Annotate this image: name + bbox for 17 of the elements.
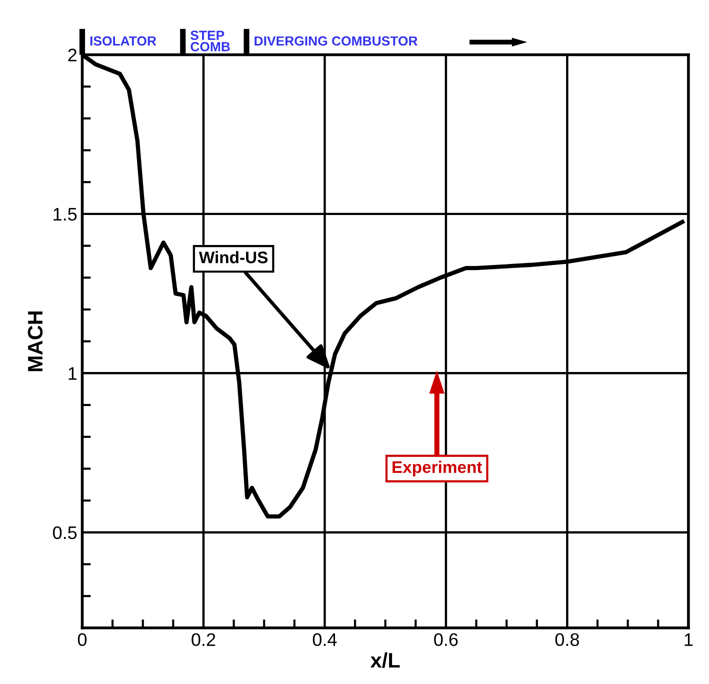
x-tick-label: 0.4	[312, 633, 337, 646]
y-tick-label: 1.5	[54, 208, 77, 221]
x-tick-label: 1	[684, 633, 693, 646]
x-tick-label: 0	[78, 633, 87, 646]
text: DIVERGING COMBUSTOR	[254, 36, 418, 46]
x-axis-title: x/L	[370, 652, 400, 668]
y-axis-title: MACH	[28, 311, 43, 372]
y-tick-label: 1	[68, 367, 77, 380]
text: ISOLATOR	[90, 36, 156, 46]
x-tick-label: 0.2	[192, 633, 216, 646]
y-tick-label: 2	[68, 48, 76, 62]
text: STEP COMB	[190, 30, 230, 52]
annotation: Experiment	[392, 460, 482, 476]
x-tick-label: 0.6	[434, 633, 458, 646]
x-tick-label: 0.8	[555, 633, 579, 646]
y-tick-label: 0.5	[52, 526, 77, 540]
annotation: Wind-US	[198, 251, 268, 264]
